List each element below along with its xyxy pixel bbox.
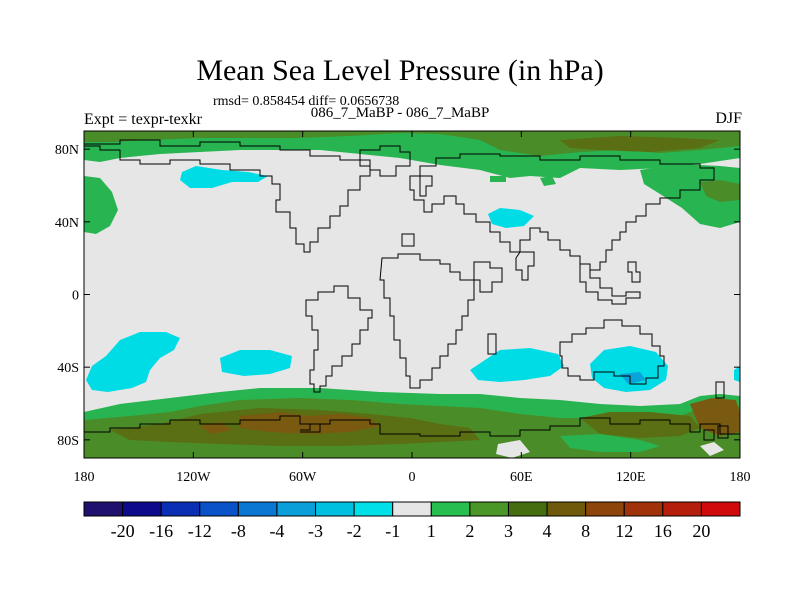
- india-coast: [515, 251, 535, 281]
- x-tick-label: 120E: [616, 470, 646, 485]
- y-tick-label: 0: [72, 289, 79, 304]
- colorbar-swatch: [315, 501, 355, 517]
- x-tick-label: 0: [409, 470, 416, 485]
- arctic-olive-patch: [560, 136, 720, 152]
- arctic-dark-band: [84, 131, 740, 156]
- colorbar-label: -4: [269, 521, 284, 541]
- y-tick-label: 80S: [57, 434, 79, 449]
- colorbar: -20 -16 -12 -8 -4 -3 -2 -1 1 2 3 4 8 12 16 20: [83, 501, 741, 541]
- colorbar-swatch: [199, 501, 239, 517]
- southern-east-green-patch: [560, 434, 660, 452]
- plot-title: Mean Sea Level Pressure (in hPa): [196, 54, 604, 87]
- colorbar-swatch: [700, 501, 741, 517]
- contour-fields: [84, 131, 740, 458]
- colorbar-label: 3: [504, 521, 513, 541]
- indian-ocean-cyan-patch-b: [590, 346, 668, 392]
- colorbar-swatch: [237, 501, 278, 517]
- north-america-coast: [84, 139, 371, 253]
- colorbar-label: -16: [149, 521, 173, 541]
- subtitle: 086_7_MaBP - 086_7_MaBP: [310, 105, 490, 121]
- southern-brown-patch-b: [200, 422, 232, 434]
- colorbar-swatch: [276, 501, 317, 517]
- south-pacific-cyan-patch-a: [86, 332, 180, 392]
- colorbar-label: 4: [543, 521, 552, 541]
- japan-coast: [627, 261, 641, 283]
- colorbar-label: -8: [231, 521, 246, 541]
- x-tick-label: 60E: [510, 470, 533, 485]
- east-edge-cyan-patch: [734, 366, 740, 382]
- ross-sea-box: [717, 425, 729, 439]
- colorbar-swatch: [546, 501, 587, 517]
- colorbar-label: 12: [615, 521, 633, 541]
- colorbar-label: -3: [308, 521, 323, 541]
- y-tick-label: 40N: [55, 216, 79, 231]
- x-tick-label: 180: [730, 470, 751, 485]
- australia-coast: [559, 319, 665, 385]
- colorbar-label: 2: [465, 521, 474, 541]
- x-tick-label: 180: [74, 470, 95, 485]
- south-pacific-cyan-patch-b: [220, 350, 292, 376]
- colorbar-label: 20: [692, 521, 710, 541]
- map-axes: 180 120W 60W 0 60E 120E 180 80N 40N 0 40S 80S: [55, 131, 751, 485]
- y-tick-label: 80N: [55, 143, 79, 158]
- colorbar-swatch: [662, 501, 702, 517]
- colorbar-swatch: [623, 501, 664, 517]
- colorbar-label: 16: [654, 521, 672, 541]
- colorbar-label: 8: [581, 521, 590, 541]
- north-pacific-cyan-patch: [180, 166, 268, 188]
- colorbar-swatch: [353, 501, 394, 517]
- indian-ocean-cyan-core: [620, 372, 646, 384]
- coastlines: [84, 139, 740, 441]
- southern-brown-patch-a: [240, 412, 380, 434]
- antarctic-peninsula-coast: [300, 423, 321, 433]
- atlantic-green-patch: [84, 176, 118, 234]
- antarctic-light-patch-b: [700, 442, 724, 456]
- colorbar-swatch: [392, 501, 432, 517]
- arabia-coast: [473, 261, 503, 293]
- scandinavia-coast: [419, 175, 433, 197]
- asia-cyan-patch: [488, 208, 534, 228]
- great-lakes-box: [401, 233, 415, 247]
- small-green-patch-a: [540, 176, 556, 186]
- stats-text: rmsd= 0.858454 diff= 0.0656738: [213, 94, 400, 109]
- colorbar-label: -20: [111, 521, 135, 541]
- southeast-asia-coast: [579, 263, 641, 305]
- colorbar-swatch: [160, 501, 201, 517]
- experiment-label: Expt = texpr-texkr: [84, 111, 202, 128]
- colorbar-label: -2: [347, 521, 362, 541]
- colorbar-label: 1: [427, 521, 436, 541]
- small-green-patch-b: [490, 176, 506, 182]
- pacific-green-patch: [640, 164, 740, 228]
- antarctica-coast: [84, 415, 740, 437]
- colorbar-swatch: [122, 501, 162, 517]
- colorbar-label: -1: [385, 521, 400, 541]
- y-tick-label: 40S: [57, 361, 79, 376]
- colorbar-swatch: [507, 501, 548, 517]
- new-zealand-coast: [715, 381, 725, 399]
- x-tick-label: 120W: [176, 470, 211, 485]
- europe-asia-coast: [409, 153, 715, 271]
- colorbar-swatch: [83, 501, 124, 517]
- africa-coast: [379, 253, 475, 389]
- indian-ocean-cyan-patch-a: [470, 348, 564, 382]
- x-tick-label: 60W: [289, 470, 317, 485]
- greenland-coast: [359, 145, 411, 177]
- colorbar-swatch: [430, 501, 471, 517]
- south-america-coast: [305, 285, 373, 393]
- madagascar-coast: [487, 333, 497, 355]
- season-label: DJF: [715, 110, 742, 127]
- colorbar-swatch: [585, 501, 625, 517]
- ross-sea-box-b: [703, 429, 715, 441]
- colorbar-label: -12: [188, 521, 212, 541]
- colorbar-swatch: [469, 501, 509, 517]
- pacific-olive-patch: [700, 180, 740, 202]
